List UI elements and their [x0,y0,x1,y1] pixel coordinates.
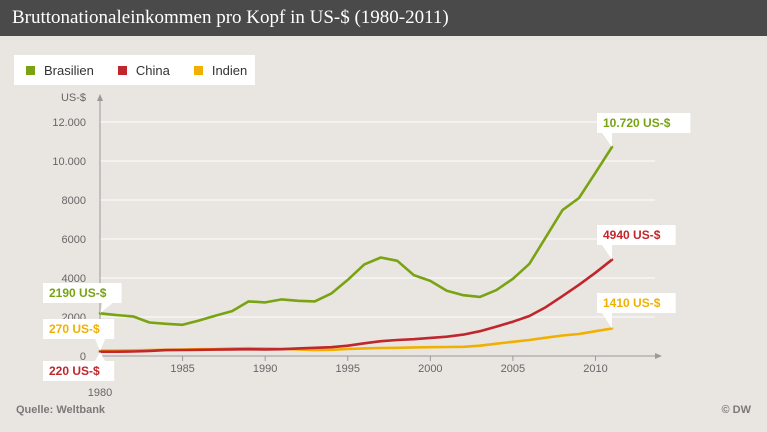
y-tick-label: 10.000 [52,156,86,168]
data-label-china-1980: 220 US-$ [49,364,100,378]
callout-box [597,293,676,313]
data-label-indien-1980: 270 US-$ [49,322,100,336]
y-tick-label: 12.000 [52,117,86,129]
chart-title: Bruttonationaleinkommen pro Kopf in US-$… [12,7,449,28]
legend-swatch-china [117,65,127,75]
y-tick-label: 4000 [62,273,86,285]
chart-header: Bruttonationaleinkommen pro Kopf in US-$… [0,0,767,36]
x-tick-label: 2005 [501,363,525,375]
callout-pointer [602,245,612,260]
y-tick-label: 8000 [62,195,86,207]
series-line-indien [98,327,614,352]
legend-label-indien: Indien [211,62,248,78]
callout-pointer [602,133,612,147]
callout-pointer [95,351,106,361]
legend-item-china: China [117,62,170,78]
callout-box [43,319,115,339]
x-tick-label: 2010 [583,363,607,375]
callout-pointer [95,339,106,351]
callout-box [597,225,676,245]
x-tick-label: 2000 [418,363,442,375]
data-label-indien-2011: 1410 US-$ [603,296,661,310]
callout-box [43,283,122,303]
x-tick-label: 1985 [170,363,194,375]
legend-item-brasilien: Brasilien [26,63,94,78]
legend-swatch-brasilien [26,65,35,75]
legend-label-china: China [135,62,170,78]
y-axis-arrow [97,94,103,101]
y-tick-label: 6000 [62,234,86,246]
data-label-china-2011: 4940 US-$ [603,228,661,242]
data-label-brasilien-1980: 2190 US-$ [49,286,107,300]
legend: Brasilien China Indien [14,55,255,85]
callout-pointer [602,313,612,329]
data-label-brasilien-2011: 10.720 US-$ [603,116,671,130]
callout-box [597,113,691,133]
series-line-brasilien [98,145,614,327]
x-tick-label: 1995 [335,363,359,375]
copyright-note: © DW [721,404,752,416]
y-axis-label: US-$ [61,92,86,104]
source-note: Quelle: Weltbank [16,404,106,416]
x-tick-label: 1980 [88,387,112,399]
legend-label-brasilien: Brasilien [44,62,94,78]
legend-item-indien: Indien [193,62,248,78]
x-tick-label: 1990 [253,363,277,375]
callout-pointer [100,303,113,314]
series-line-china [98,258,614,353]
y-tick-label: 0 [80,351,86,363]
legend-swatch-indien [193,65,203,75]
x-axis-arrow [655,353,662,359]
callout-box [43,361,115,381]
